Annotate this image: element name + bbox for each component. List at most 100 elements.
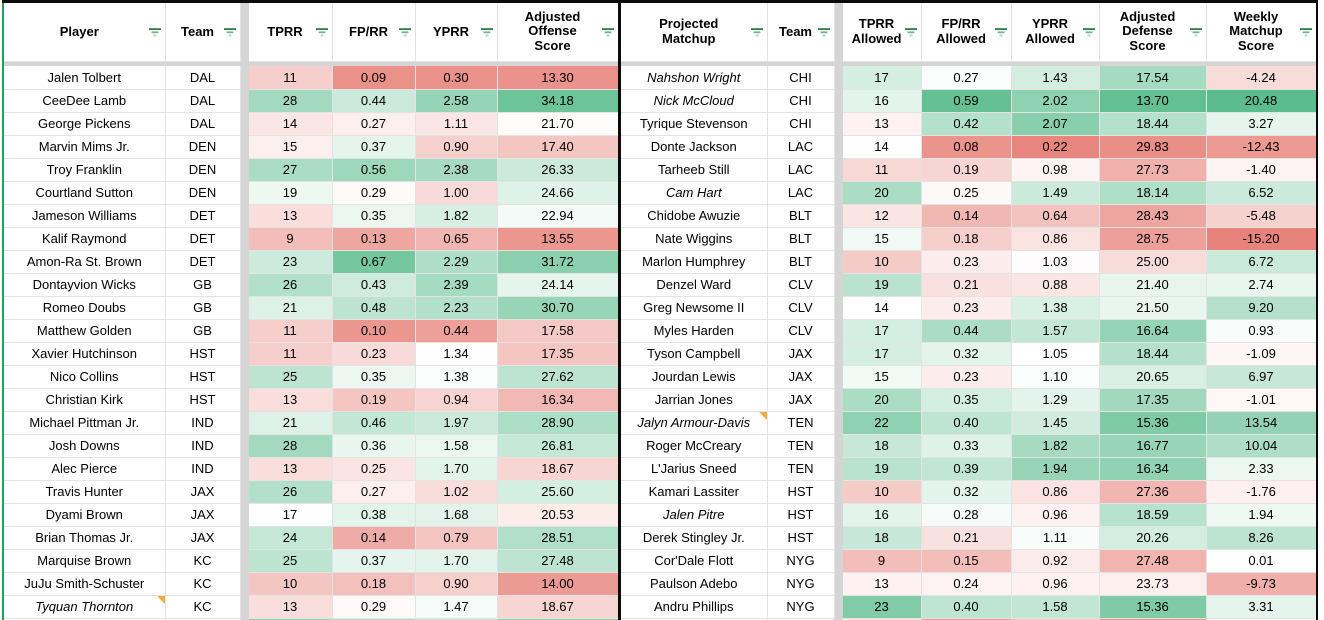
tprr-cell[interactable]: 26 <box>248 480 333 504</box>
team-cell[interactable]: IND <box>165 434 241 458</box>
team-cell[interactable]: JAX <box>165 480 241 504</box>
offense-header-player[interactable]: Player <box>4 3 166 62</box>
fprr-cell[interactable]: 0.27 <box>332 112 416 136</box>
adj-cell[interactable]: 25.60 <box>497 480 619 504</box>
adj-cell[interactable]: 27.73 <box>1099 158 1207 182</box>
weekly-cell[interactable]: 0.93 <box>1206 319 1317 343</box>
tprr-cell[interactable]: 13 <box>842 572 922 596</box>
matchup-cell[interactable]: Chidobe Awuzie <box>621 204 768 228</box>
filter-icon[interactable] <box>480 26 494 38</box>
team-cell[interactable]: NYG <box>767 549 835 573</box>
yprr-cell[interactable]: 1.11 <box>1011 526 1100 550</box>
tprr-cell[interactable]: 14 <box>842 296 922 320</box>
adj-cell[interactable]: 28.90 <box>497 411 619 435</box>
fprr-cell[interactable]: 0.35 <box>332 365 416 389</box>
team-cell[interactable]: KC <box>165 572 241 596</box>
adj-cell[interactable]: 28.51 <box>497 526 619 550</box>
filter-icon[interactable] <box>601 26 615 38</box>
weekly-cell[interactable]: -15.20 <box>1206 227 1317 251</box>
matchup-cell[interactable]: Nahshon Wright <box>621 66 768 90</box>
adj-cell[interactable]: 24.14 <box>497 273 619 297</box>
team-cell[interactable]: IND <box>165 411 241 435</box>
fprr-cell[interactable]: 0.21 <box>921 273 1012 297</box>
team-cell[interactable]: DET <box>165 227 241 251</box>
tprr-cell[interactable]: 15 <box>248 135 333 159</box>
matchup-cell[interactable]: Denzel Ward <box>621 273 768 297</box>
fprr-cell[interactable]: 0.44 <box>921 319 1012 343</box>
player-cell[interactable]: Kalif Raymond <box>4 227 166 251</box>
fprr-cell[interactable]: 0.23 <box>921 250 1012 274</box>
team-cell[interactable]: IND <box>165 457 241 481</box>
yprr-cell[interactable]: 0.98 <box>1011 158 1100 182</box>
tprr-cell[interactable]: 18 <box>842 434 922 458</box>
yprr-cell[interactable]: 0.44 <box>415 319 498 343</box>
team-cell[interactable]: CHI <box>767 89 835 113</box>
team-cell[interactable]: NYG <box>767 572 835 596</box>
player-cell[interactable]: Tyquan Thornton <box>4 595 166 619</box>
yprr-cell[interactable]: 1.03 <box>1011 250 1100 274</box>
yprr-cell[interactable]: 1.94 <box>1011 457 1100 481</box>
player-cell[interactable]: Romeo Doubs <box>4 296 166 320</box>
tprr-cell[interactable]: 20 <box>842 388 922 412</box>
adj-cell[interactable]: 15.36 <box>1099 595 1207 619</box>
adj-cell[interactable]: 34.18 <box>497 89 619 113</box>
filter-icon[interactable] <box>315 26 329 38</box>
adj-cell[interactable]: 18.14 <box>1099 181 1207 205</box>
adj-cell[interactable]: 21.40 <box>1099 273 1207 297</box>
weekly-cell[interactable]: 3.27 <box>1206 112 1317 136</box>
yprr-cell[interactable]: 1.58 <box>415 434 498 458</box>
tprr-cell[interactable]: 13 <box>248 457 333 481</box>
fprr-cell[interactable]: 0.37 <box>332 549 416 573</box>
fprr-cell[interactable]: 0.35 <box>332 204 416 228</box>
tprr-cell[interactable]: 13 <box>248 388 333 412</box>
team-cell[interactable]: DEN <box>165 135 241 159</box>
weekly-cell[interactable]: -5.48 <box>1206 204 1317 228</box>
team-cell[interactable]: JAX <box>767 365 835 389</box>
tprr-cell[interactable]: 23 <box>842 595 922 619</box>
fprr-cell[interactable]: 0.59 <box>921 89 1012 113</box>
tprr-cell[interactable]: 14 <box>248 112 333 136</box>
offense-header-team[interactable]: Team <box>165 3 241 62</box>
yprr-cell[interactable]: 0.90 <box>415 572 498 596</box>
yprr-cell[interactable]: 1.29 <box>1011 388 1100 412</box>
tprr-cell[interactable]: 19 <box>248 181 333 205</box>
team-cell[interactable]: JAX <box>767 342 835 366</box>
weekly-cell[interactable]: -12.43 <box>1206 135 1317 159</box>
player-cell[interactable]: Marvin Mims Jr. <box>4 135 166 159</box>
yprr-cell[interactable]: 1.82 <box>415 204 498 228</box>
team-cell[interactable]: DAL <box>165 89 241 113</box>
team-cell[interactable]: JAX <box>767 388 835 412</box>
filter-icon[interactable] <box>1299 26 1313 38</box>
filter-icon[interactable] <box>148 26 162 38</box>
yprr-cell[interactable]: 1.82 <box>1011 434 1100 458</box>
matchup-cell[interactable]: Marlon Humphrey <box>621 250 768 274</box>
player-cell[interactable]: Troy Franklin <box>4 158 166 182</box>
adj-cell[interactable]: 16.77 <box>1099 434 1207 458</box>
player-cell[interactable]: Michael Pittman Jr. <box>4 411 166 435</box>
tprr-cell[interactable]: 17 <box>842 66 922 90</box>
yprr-cell[interactable]: 0.92 <box>1011 549 1100 573</box>
tprr-cell[interactable]: 16 <box>842 89 922 113</box>
fprr-cell[interactable]: 0.44 <box>332 89 416 113</box>
player-cell[interactable]: Travis Hunter <box>4 480 166 504</box>
offense-header-tprr[interactable]: TPRR <box>248 3 333 62</box>
matchup-cell[interactable]: Jourdan Lewis <box>621 365 768 389</box>
tprr-cell[interactable]: 15 <box>842 365 922 389</box>
adj-cell[interactable]: 22.94 <box>497 204 619 228</box>
tprr-cell[interactable]: 18 <box>842 526 922 550</box>
adj-cell[interactable]: 31.72 <box>497 250 619 274</box>
team-cell[interactable]: GB <box>165 319 241 343</box>
fprr-cell[interactable]: 0.15 <box>921 549 1012 573</box>
team-cell[interactable]: HST <box>165 365 241 389</box>
adj-cell[interactable]: 17.58 <box>497 319 619 343</box>
yprr-cell[interactable]: 0.65 <box>415 227 498 251</box>
tprr-cell[interactable]: 10 <box>842 480 922 504</box>
fprr-cell[interactable]: 0.56 <box>332 158 416 182</box>
player-cell[interactable]: Nico Collins <box>4 365 166 389</box>
fprr-cell[interactable]: 0.24 <box>921 572 1012 596</box>
adj-cell[interactable]: 16.34 <box>497 388 619 412</box>
yprr-cell[interactable]: 0.86 <box>1011 227 1100 251</box>
team-cell[interactable]: TEN <box>767 411 835 435</box>
weekly-cell[interactable]: 3.31 <box>1206 595 1317 619</box>
fprr-cell[interactable]: 0.25 <box>332 457 416 481</box>
